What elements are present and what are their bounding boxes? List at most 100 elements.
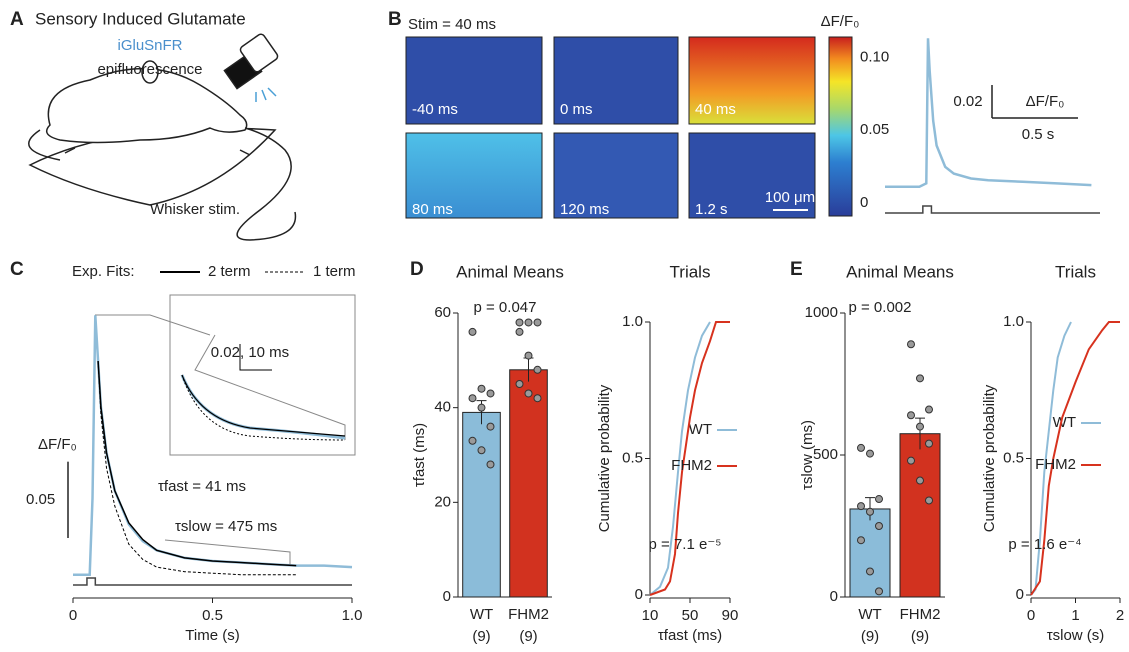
cdf-line [649, 321, 730, 596]
data-point [533, 394, 542, 403]
data-point [866, 449, 874, 458]
frame-label: 40 ms [695, 101, 736, 118]
annotation: 0.02, 10 ms [211, 344, 289, 361]
data-point [486, 422, 495, 431]
scale-bar-label: ΔF/F₀ [1026, 93, 1065, 110]
panel-title: Sensory Induced Glutamate [35, 9, 246, 28]
y-tick-label: 0.5 [622, 449, 643, 466]
data-point [875, 587, 883, 596]
cdf-line [1030, 321, 1120, 596]
panel-letter: D [410, 259, 424, 280]
panel-letter: B [388, 9, 402, 30]
y-axis-label: τslow (ms) [799, 420, 816, 490]
data-point [533, 365, 542, 374]
y-axis-label: Cumulative probability [981, 384, 998, 532]
legend-label: WT [689, 421, 712, 438]
x-tick-label: FHM2 [508, 606, 549, 623]
y-tick-label: 0 [1016, 586, 1024, 603]
panel-subtitle: Animal Means [456, 262, 564, 281]
legend-label: FHM2 [1035, 456, 1076, 473]
y-axis-label: ΔF/F₀ [38, 436, 77, 453]
fit-line [97, 361, 297, 567]
y-tick-label: 0 [830, 588, 838, 605]
x-tick-label: 1.0 [342, 607, 363, 624]
y-tick-label: 40 [434, 399, 451, 416]
data-point [533, 318, 542, 327]
x-tick-label: 50 [682, 607, 699, 624]
legend-title: Exp. Fits: [72, 263, 135, 280]
data-point [486, 460, 495, 469]
n-label: (9) [472, 628, 490, 645]
x-tick-label: 90 [722, 607, 739, 624]
data-point [866, 507, 874, 516]
colorbar-label: ΔF/F₀ [821, 13, 860, 30]
bar [509, 369, 548, 598]
data-point [916, 476, 924, 485]
y-tick-label: 0.5 [1003, 449, 1024, 466]
n-label: (9) [911, 628, 929, 645]
x-tick-label: WT [470, 606, 493, 623]
data-point [907, 340, 915, 349]
y-tick-label: 60 [434, 304, 451, 321]
data-point [524, 318, 533, 327]
data-point [477, 403, 486, 412]
scale-label: 100 μm [765, 189, 815, 206]
data-point [857, 502, 865, 511]
data-point [866, 567, 874, 576]
x-tick-label: 0 [1027, 607, 1035, 624]
annotation: p = 0.047 [474, 299, 537, 316]
data-point [468, 327, 477, 336]
inset [95, 294, 356, 565]
fit-line [97, 361, 297, 576]
data-point [468, 436, 477, 445]
x-tick-label: WT [858, 606, 881, 623]
x-tick-label: 2 [1116, 607, 1124, 624]
data-point [515, 327, 524, 336]
y-tick-label: 500 [813, 446, 838, 463]
scale-bar-label: 0.5 s [1022, 126, 1055, 143]
legend-label: FHM2 [671, 457, 712, 474]
data-point [925, 439, 933, 448]
data-point [477, 384, 486, 393]
y-tick-label: 1.0 [1003, 313, 1024, 330]
colorbar-tick-label: 0 [860, 194, 868, 211]
cdf-line [1030, 321, 1072, 596]
indicator-label: iGluSnFR [117, 37, 182, 54]
data-point [875, 522, 883, 530]
panel-subtitle: Trials [1055, 262, 1096, 281]
data-point [515, 380, 524, 388]
cdf-line [649, 321, 711, 596]
mouse-illustration [28, 33, 297, 241]
annotation: p = 7.1 e⁻⁵ [649, 536, 722, 553]
bar [462, 411, 501, 598]
data-point [524, 351, 533, 360]
annotation: τslow = 475 ms [175, 518, 277, 535]
data-point [907, 411, 915, 420]
stimulus [885, 205, 1100, 214]
data-point [916, 422, 924, 431]
panel-letter: E [790, 259, 803, 280]
data-point [875, 495, 883, 504]
bar [849, 508, 891, 598]
y-tick-label: 1.0 [622, 313, 643, 330]
data-point [486, 389, 495, 398]
colorbar-tick-label: 0.05 [860, 121, 889, 138]
imaging-frames [405, 36, 853, 219]
trace [885, 38, 1092, 189]
x-axis-label: τfast (ms) [658, 627, 722, 644]
imaging-label: epifluorescence [97, 61, 202, 78]
data-point [477, 446, 486, 455]
data-point [907, 456, 915, 465]
y-tick-label: 0 [443, 588, 451, 605]
panel-subtitle: Trials [670, 262, 711, 281]
annotation: τfast = 41 ms [158, 478, 246, 495]
data-point [857, 536, 865, 545]
data-point [925, 405, 933, 414]
scale-bar-label: 0.02 [953, 93, 982, 110]
y-tick-label: 0 [635, 586, 643, 603]
charts: A B C D E Sensory Induced Glutamate iGluSnFR ep… [10, 9, 1124, 645]
stim-label: Whisker stim. [150, 201, 240, 218]
legend-label: 2 term [208, 263, 251, 280]
data-point [916, 374, 924, 383]
